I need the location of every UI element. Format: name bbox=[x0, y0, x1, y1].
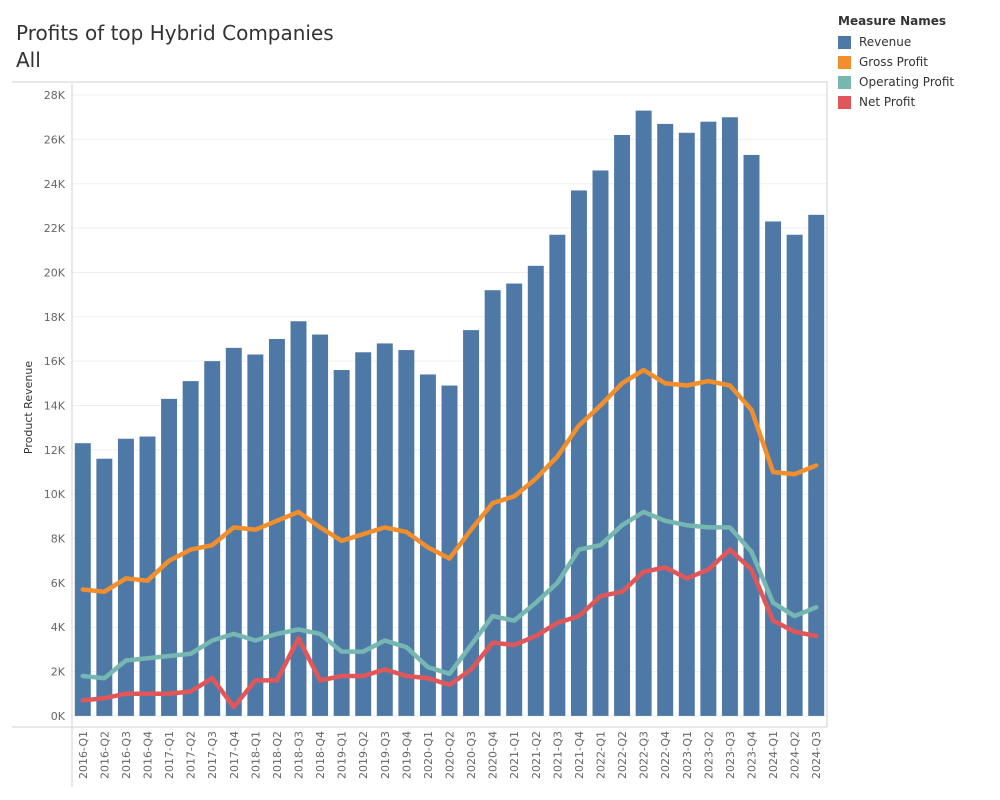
series-line bbox=[80, 367, 819, 594]
x-tick-label: 2017-Q2 bbox=[185, 731, 198, 779]
x-tick-label: 2016-Q4 bbox=[142, 731, 155, 779]
legend-title: Measure Names bbox=[838, 14, 947, 28]
y-tick-label: 28K bbox=[44, 89, 66, 102]
y-tick-label: 20K bbox=[44, 266, 66, 279]
legend-swatch-operating-profit bbox=[838, 75, 851, 89]
bar bbox=[678, 132, 695, 716]
x-tick-label: 2017-Q3 bbox=[206, 731, 219, 779]
bar bbox=[743, 154, 760, 716]
x-tick-label: 2020-Q3 bbox=[465, 731, 478, 779]
bar bbox=[268, 338, 285, 716]
y-tick-label: 4K bbox=[51, 621, 66, 634]
y-tick-label: 16K bbox=[44, 355, 66, 368]
y-axis-label: Product Revenue bbox=[22, 361, 35, 454]
x-tick-label: 2021-Q2 bbox=[530, 731, 543, 779]
x-tick-label: 2018-Q4 bbox=[314, 731, 327, 779]
legend-item-net-profit[interactable]: Net Profit bbox=[838, 92, 954, 112]
bar bbox=[657, 123, 674, 716]
x-tick-label: 2017-Q1 bbox=[163, 731, 176, 779]
legend-item-revenue[interactable]: Revenue bbox=[838, 32, 954, 52]
x-tick-label: 2024-Q1 bbox=[767, 731, 780, 779]
x-tick-label: 2018-Q1 bbox=[249, 731, 262, 779]
x-tick-label: 2019-Q2 bbox=[357, 731, 370, 779]
bar bbox=[721, 117, 738, 716]
y-tick-label: 14K bbox=[44, 400, 66, 413]
y-tick-label: 6K bbox=[51, 577, 66, 590]
x-tick-label: 2021-Q1 bbox=[508, 731, 521, 779]
bar bbox=[204, 361, 221, 716]
x-tick-label: 2020-Q1 bbox=[422, 731, 435, 779]
x-tick-label: 2023-Q3 bbox=[724, 731, 737, 779]
bar-group bbox=[74, 110, 825, 716]
chart-subtitle: All bbox=[16, 48, 41, 72]
bar bbox=[290, 321, 307, 716]
x-tick-label: 2016-Q3 bbox=[120, 731, 133, 779]
x-tick-label: 2019-Q1 bbox=[336, 731, 349, 779]
series-line bbox=[80, 509, 819, 681]
y-tick-label: 22K bbox=[44, 222, 66, 235]
bar bbox=[700, 121, 717, 716]
x-tick-label: 2018-Q3 bbox=[293, 731, 306, 779]
chart-title: Profits of top Hybrid Companies bbox=[16, 21, 334, 45]
x-tick-label: 2023-Q2 bbox=[702, 731, 715, 779]
y-tick-label: 12K bbox=[44, 444, 66, 457]
bar bbox=[96, 458, 113, 716]
bar bbox=[161, 398, 178, 716]
x-tick-label: 2016-Q2 bbox=[98, 731, 111, 779]
x-tick-label: 2022-Q1 bbox=[595, 731, 608, 779]
legend-swatch-net-profit bbox=[838, 95, 851, 109]
bar bbox=[635, 110, 652, 716]
x-tick-label: 2020-Q2 bbox=[444, 731, 457, 779]
bar bbox=[74, 443, 91, 716]
legend: Measure Names Revenue Gross Profit Opera… bbox=[838, 14, 954, 112]
legend-swatch-revenue bbox=[838, 35, 851, 49]
legend-label: Net Profit bbox=[859, 95, 916, 109]
x-tick-label: 2020-Q4 bbox=[487, 731, 500, 779]
x-tick-label: 2022-Q2 bbox=[616, 731, 629, 779]
line-group bbox=[80, 367, 819, 710]
x-tick-label: 2022-Q4 bbox=[659, 731, 672, 779]
x-tick-label: 2018-Q2 bbox=[271, 731, 284, 779]
x-tick-label: 2016-Q1 bbox=[77, 731, 90, 779]
legend-swatch-gross-profit bbox=[838, 55, 851, 69]
bar bbox=[527, 265, 544, 716]
legend-item-gross-profit[interactable]: Gross Profit bbox=[838, 52, 954, 72]
y-tick-label: 26K bbox=[44, 133, 66, 146]
x-tick-label: 2024-Q3 bbox=[810, 731, 823, 779]
x-tick-label: 2019-Q3 bbox=[379, 731, 392, 779]
bar bbox=[139, 436, 156, 716]
y-tick-label: 18K bbox=[44, 311, 66, 324]
legend-item-operating-profit[interactable]: Operating Profit bbox=[838, 72, 954, 92]
bar bbox=[441, 385, 458, 716]
legend-label: Gross Profit bbox=[859, 55, 928, 69]
x-tick-label: 2021-Q3 bbox=[551, 731, 564, 779]
bar bbox=[506, 283, 523, 716]
bar bbox=[463, 330, 480, 716]
legend-label: Operating Profit bbox=[859, 75, 955, 89]
bar bbox=[614, 134, 631, 716]
bar bbox=[225, 347, 242, 716]
label-group: 0K 2K 4K 6K 8K 10K 12K 14K 16K 18K 20K 22K 24K 26K 28K… bbox=[22, 89, 823, 779]
bar bbox=[549, 234, 566, 716]
x-tick-label: 2022-Q3 bbox=[638, 731, 651, 779]
bar bbox=[592, 170, 609, 716]
y-tick-label: 0K bbox=[51, 710, 66, 723]
y-tick-label: 10K bbox=[44, 488, 66, 501]
x-tick-label: 2017-Q4 bbox=[228, 731, 241, 779]
y-tick-label: 24K bbox=[44, 178, 66, 191]
series-line bbox=[80, 547, 819, 710]
x-tick-label: 2023-Q4 bbox=[746, 731, 759, 779]
y-tick-label: 2K bbox=[51, 666, 66, 679]
x-tick-label: 2023-Q1 bbox=[681, 731, 694, 779]
x-tick-label: 2024-Q2 bbox=[789, 731, 802, 779]
x-tick-label: 2021-Q4 bbox=[573, 731, 586, 779]
x-tick-label: 2019-Q4 bbox=[400, 731, 413, 779]
bar bbox=[570, 190, 587, 716]
bar bbox=[247, 354, 264, 716]
legend-label: Revenue bbox=[859, 35, 912, 49]
y-tick-label: 8K bbox=[51, 533, 66, 546]
